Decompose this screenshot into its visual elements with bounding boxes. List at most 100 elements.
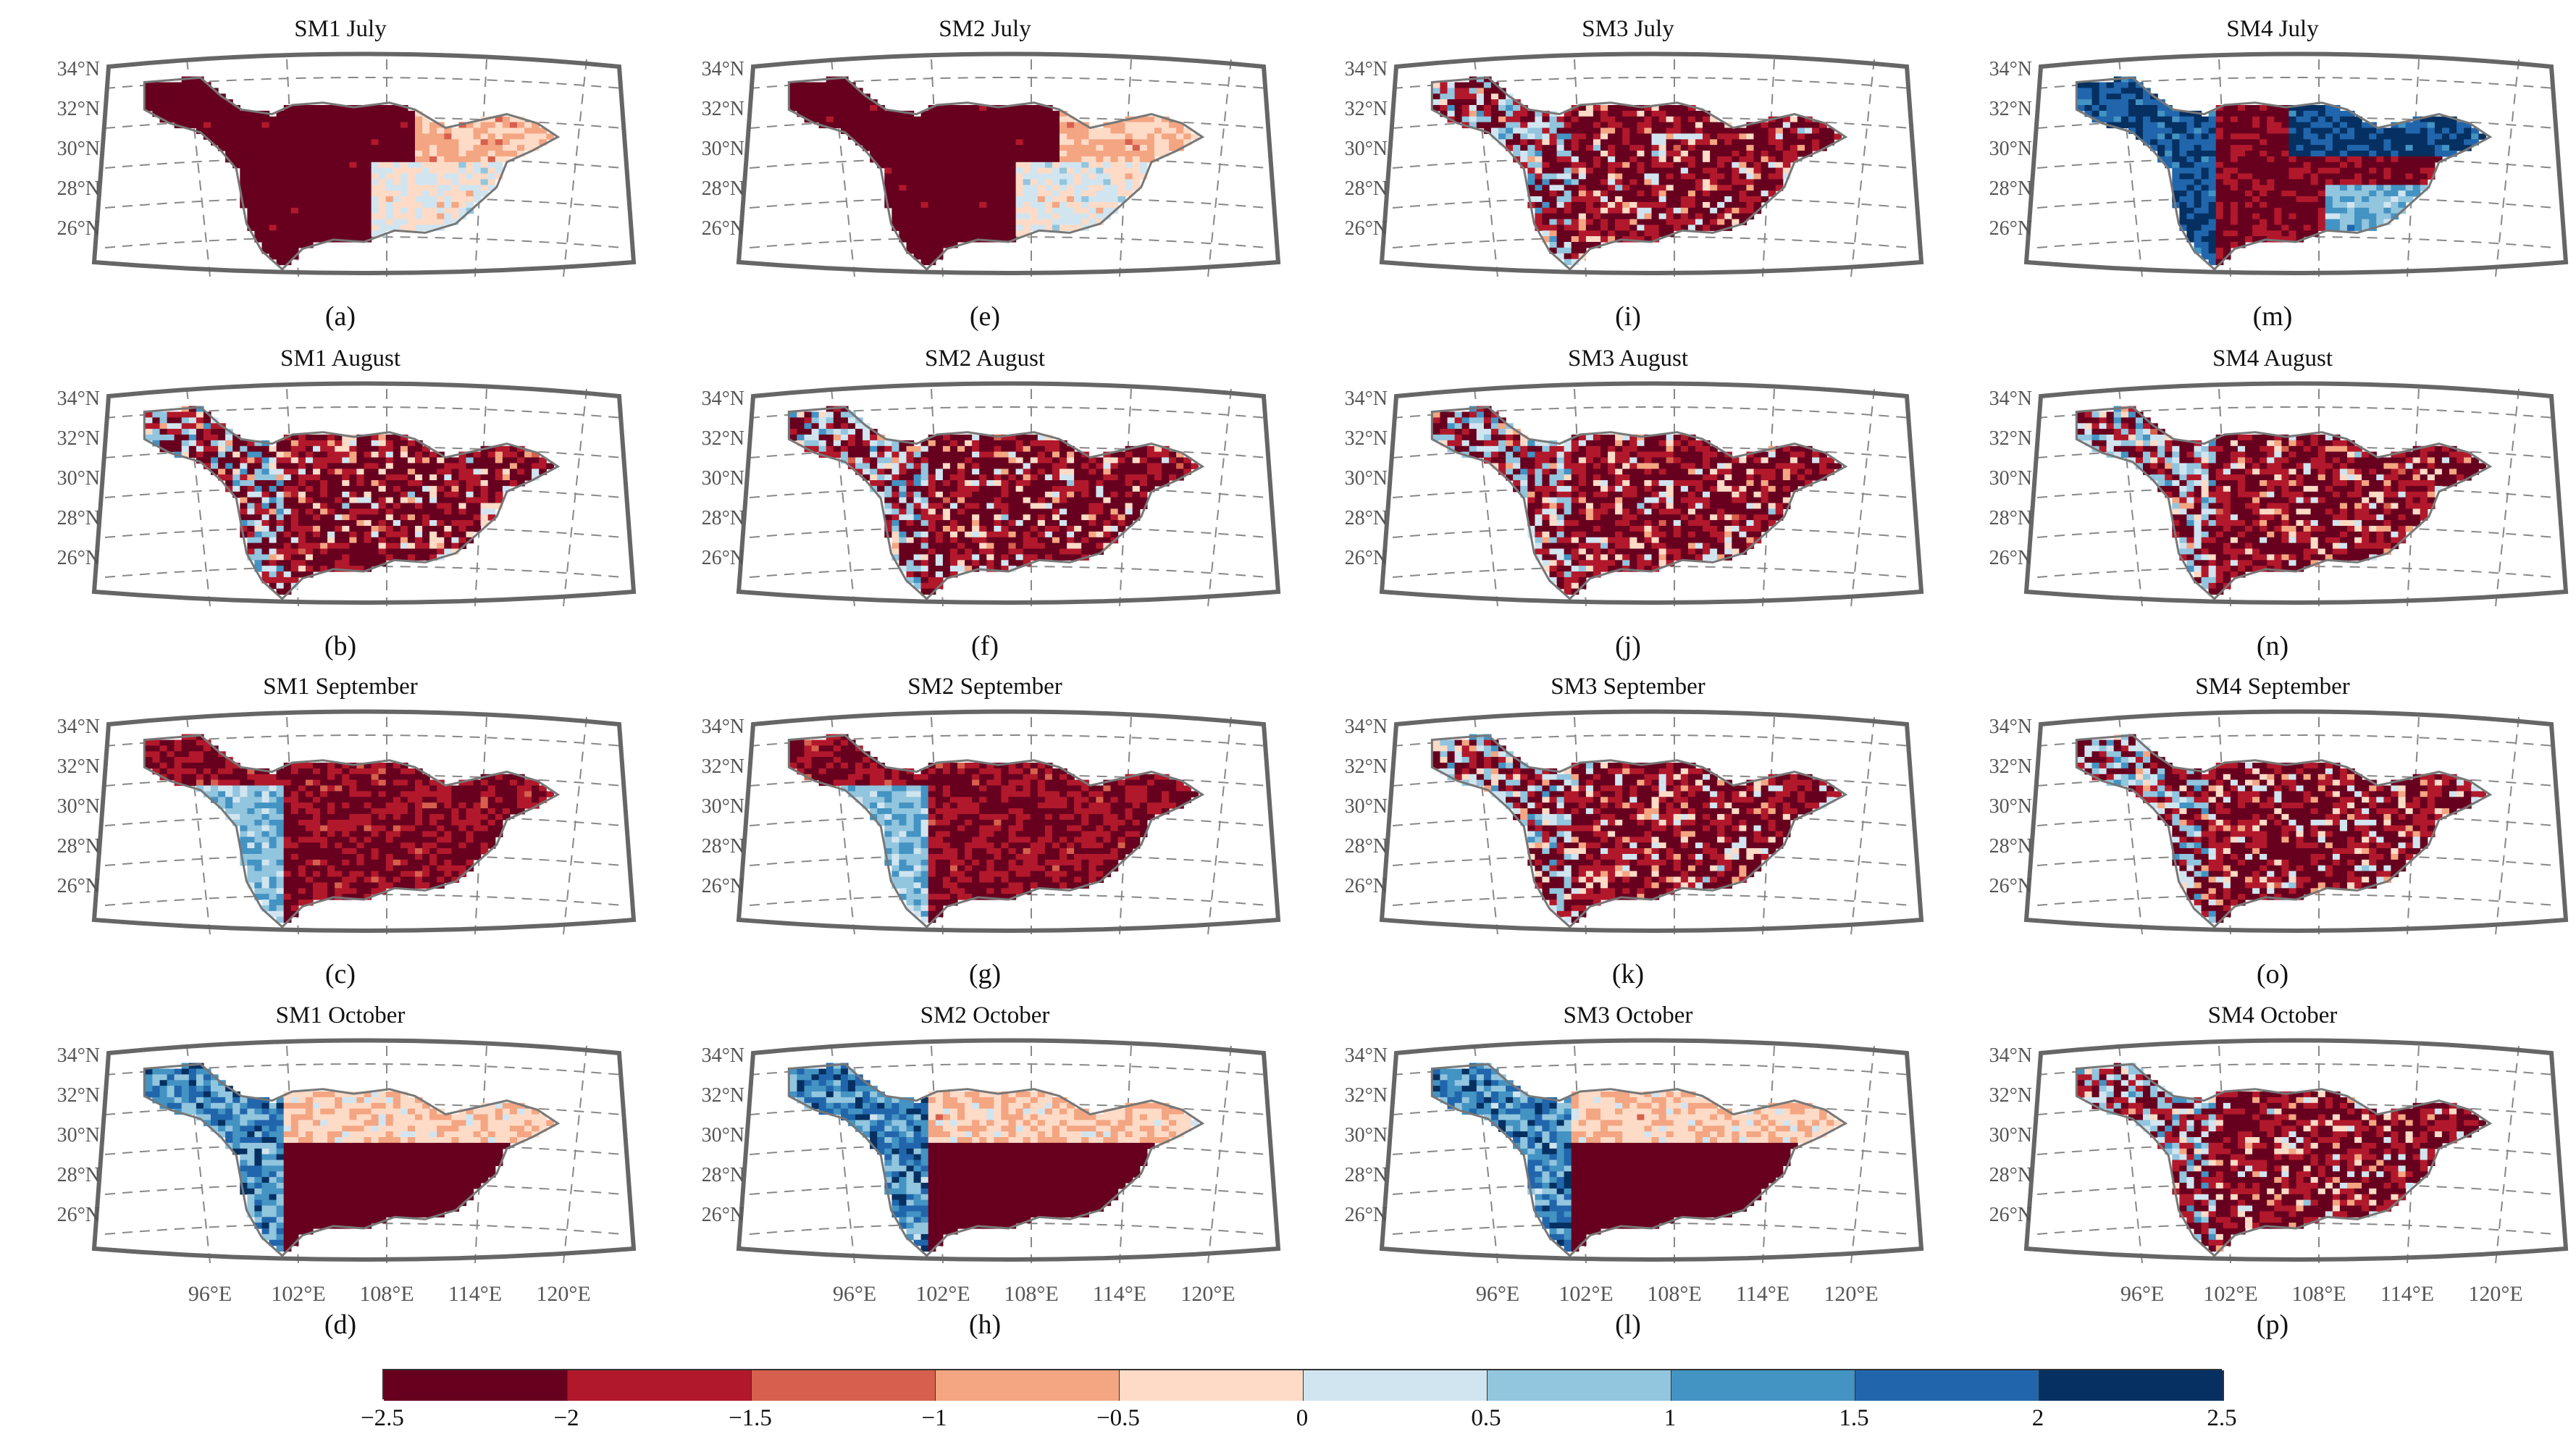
heat-cell [2317,213,2326,220]
heat-cell [495,133,503,140]
heat-cell [1117,145,1126,151]
heat-cell [327,469,335,475]
heat-cell [1549,173,1558,180]
heat-cell [994,179,1002,185]
heat-cell [437,207,445,214]
heat-cell [1622,116,1630,123]
heat-cell [1608,196,1616,203]
heat-cell [429,469,437,475]
heat-cell [2267,201,2275,209]
heat-cell [1015,457,1024,464]
heat-cell [327,537,335,544]
heat-cell [2325,162,2333,169]
heat-cell [1052,127,1060,134]
heat-cell [327,457,335,464]
heat-cell [1658,122,1667,129]
heat-cell [891,445,900,453]
heat-cell [320,145,328,151]
heat-cell [2245,116,2253,123]
heat-cell [2215,196,2224,203]
heat-cell [2230,139,2239,146]
heat-cell [1037,116,1046,123]
heat-cell [240,474,248,481]
heat-cell [986,457,994,464]
heat-cell [1139,127,1148,134]
heat-cell [1088,185,1096,191]
heat-cell [2237,179,2246,185]
heat-cell [1629,201,1637,209]
heat-cell [232,127,240,134]
heat-cell [2274,156,2282,163]
heat-cell [400,520,408,527]
heat-cell [2237,225,2246,231]
heat-cell [1666,196,1674,203]
heat-cell [1680,162,1689,169]
heat-cell [1169,133,1177,140]
heat-cell [1687,127,1696,134]
heat-cell [1023,230,1031,237]
heat-cell [2230,207,2239,214]
heat-cell [1088,156,1096,163]
heat-cell [327,133,335,140]
heat-cell [487,139,496,146]
heat-cell [2260,179,2267,185]
heat-cell [2405,190,2414,197]
heat-cell [1687,179,1696,185]
heat-cell [1629,127,1637,134]
heat-cell [2165,127,2173,134]
heat-cell [2208,213,2217,220]
heat-cell [2172,156,2180,163]
heat-cell [1527,110,1535,117]
heat-cell [2186,173,2195,180]
heat-cell [320,469,328,475]
heat-cell [2179,167,2188,175]
heat-cell [203,88,211,94]
heat-cell [145,88,154,94]
heat-cell [1060,167,1067,175]
heat-cell [276,151,285,157]
heat-cell [2179,151,2188,157]
heat-cell [276,566,285,572]
map-panel: SM3 July 34°N 32°N 30°N 28°N 26°N (i) [1331,0,1925,332]
heat-cell [942,156,951,163]
heat-cell [2260,230,2267,237]
heat-cell [437,537,445,544]
heat-cell [1717,145,1725,151]
heat-cell [840,435,849,441]
heat-cell [1110,139,1119,146]
heat-cell [2383,179,2392,185]
heat-cell [1001,173,1010,180]
heat-cell [1542,133,1551,140]
heat-cell [2325,151,2333,157]
heat-cell [188,88,197,94]
heat-cell [1030,133,1039,140]
heat-cell [920,139,929,146]
heat-cell [1585,145,1594,151]
heat-cell [290,457,299,464]
heat-cell [385,110,394,117]
heat-cell [2332,190,2341,197]
heat-cell [371,542,379,550]
heat-cell [1608,173,1616,180]
heat-cell [1052,196,1060,203]
heat-cell [913,445,922,453]
heat-cell [2252,127,2260,134]
heat-cell [884,145,892,151]
heat-cell [283,445,292,453]
heat-cell [1096,179,1104,185]
heat-cell [2449,145,2457,151]
heat-cell [2237,185,2246,191]
heat-cell [466,139,474,146]
heat-cell [1096,145,1104,151]
heat-cell [863,145,870,151]
heat-cell [2288,145,2297,151]
heat-cell [1739,179,1748,185]
heat-cell [906,190,915,197]
heat-cell [1030,145,1039,151]
heat-cell [422,133,430,140]
heat-cell [1703,151,1711,157]
heat-cell [2179,179,2188,185]
heat-cell [1651,133,1660,140]
heat-cell [1687,105,1696,112]
heat-cell [913,185,922,191]
